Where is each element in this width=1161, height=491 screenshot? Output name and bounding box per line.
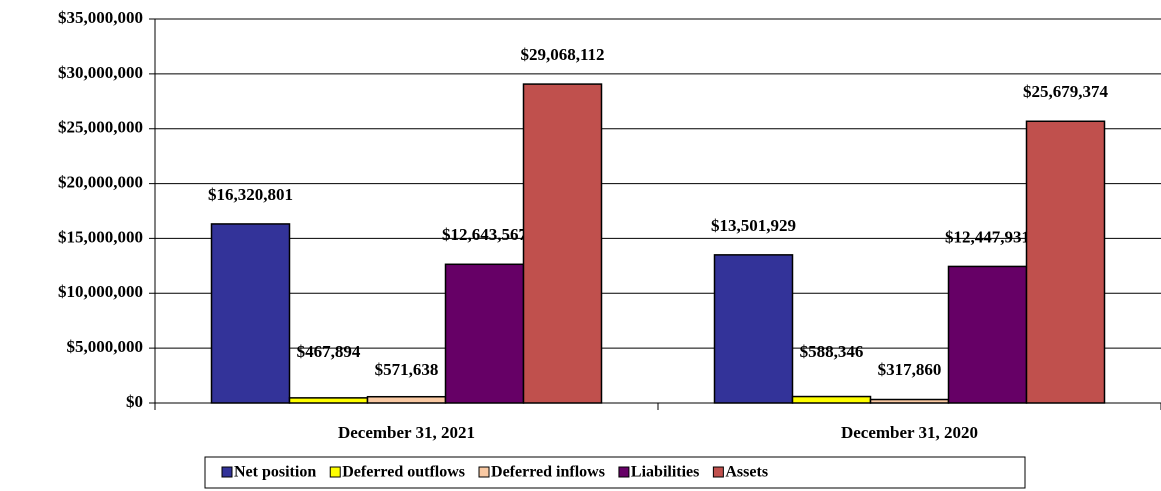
bar bbox=[869, 398, 950, 404]
bar bbox=[288, 397, 369, 404]
data-label: $467,894 bbox=[297, 342, 361, 361]
data-label: $571,638 bbox=[375, 360, 439, 379]
data-label: $12,643,567 bbox=[442, 225, 528, 244]
data-label: $29,068,112 bbox=[520, 45, 604, 64]
legend bbox=[204, 456, 1026, 489]
legend-label: Deferred outflows bbox=[342, 464, 465, 481]
bar bbox=[210, 223, 291, 404]
data-label: $16,320,801 bbox=[208, 185, 293, 204]
legend-swatch bbox=[618, 466, 630, 478]
data-label: $317,860 bbox=[878, 360, 942, 379]
y-tick-label: $0 bbox=[126, 392, 143, 411]
data-label: $588,346 bbox=[800, 342, 864, 361]
bar bbox=[947, 265, 1028, 404]
y-tick-label: $35,000,000 bbox=[58, 8, 143, 27]
y-tick-label: $10,000,000 bbox=[58, 282, 143, 301]
bar bbox=[522, 83, 603, 404]
data-label: $13,501,929 bbox=[711, 216, 796, 235]
legend-label: Liabilities bbox=[631, 464, 699, 481]
bar bbox=[366, 395, 447, 404]
bar bbox=[791, 395, 872, 404]
x-tick-label: December 31, 2021 bbox=[338, 423, 475, 442]
y-tick-label: $25,000,000 bbox=[58, 118, 143, 137]
legend-label: Assets bbox=[725, 464, 768, 481]
y-tick-label: $20,000,000 bbox=[58, 172, 143, 191]
legend-label: Deferred inflows bbox=[491, 464, 605, 481]
y-tick-label: $15,000,000 bbox=[58, 227, 143, 246]
legend-swatch bbox=[329, 466, 341, 478]
legend-label: Net position bbox=[234, 464, 316, 481]
bar bbox=[713, 254, 794, 404]
legend-swatch bbox=[712, 466, 724, 478]
data-label: $12,447,931 bbox=[945, 227, 1030, 246]
data-label: $25,679,374 bbox=[1023, 82, 1109, 101]
legend-swatch bbox=[221, 466, 233, 478]
bar bbox=[1025, 120, 1106, 404]
bar bbox=[444, 263, 525, 404]
y-tick-label: $5,000,000 bbox=[67, 337, 144, 356]
legend-swatch bbox=[478, 466, 490, 478]
x-tick-label: December 31, 2020 bbox=[841, 423, 978, 442]
y-tick-label: $30,000,000 bbox=[58, 63, 143, 82]
